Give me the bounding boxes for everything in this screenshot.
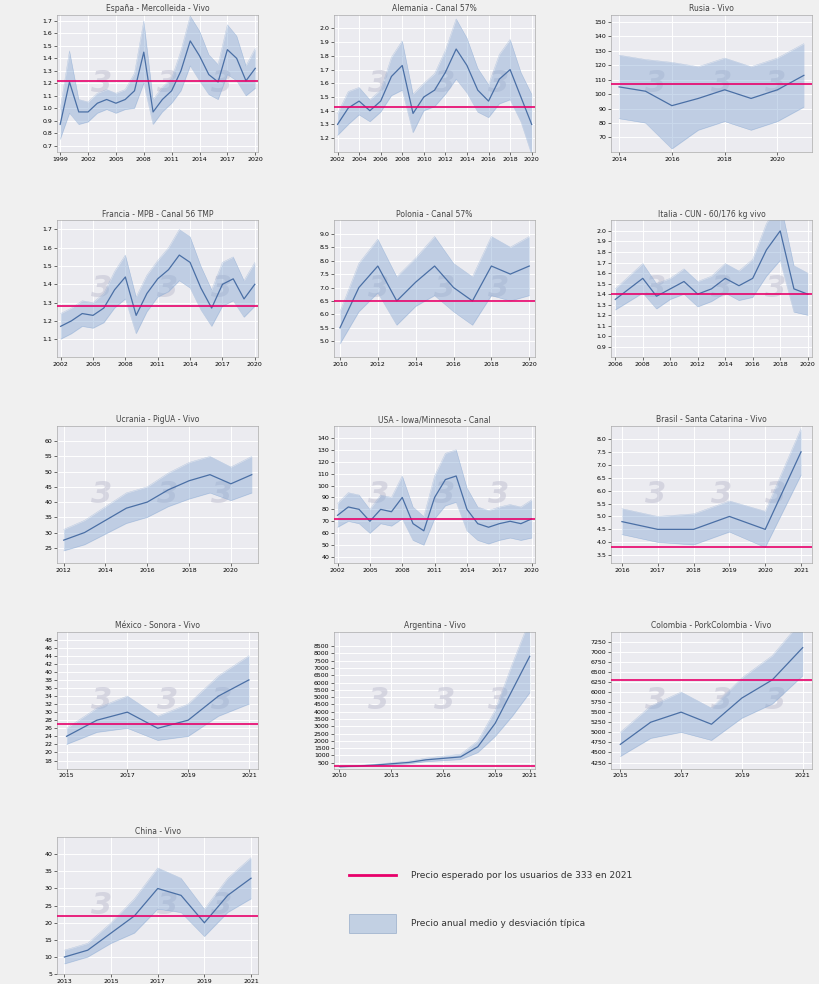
Text: 3: 3: [368, 480, 388, 509]
Title: Brasil - Santa Catarina - Vivo: Brasil - Santa Catarina - Vivo: [655, 415, 766, 424]
Title: Alemania - Canal 57%: Alemania - Canal 57%: [391, 4, 477, 14]
Text: 3: 3: [91, 275, 112, 303]
Text: Precio anual medio y desviación típica: Precio anual medio y desviación típica: [410, 919, 584, 928]
Text: Precio esperado por los usuarios de 333 en 2021: Precio esperado por los usuarios de 333 …: [410, 871, 631, 880]
Text: 3: 3: [487, 686, 509, 714]
Text: 3: 3: [368, 686, 388, 714]
Title: Argentina - Vivo: Argentina - Vivo: [403, 621, 465, 630]
Text: 3: 3: [710, 480, 731, 509]
Text: 3: 3: [644, 275, 665, 303]
Title: Rusia - Vivo: Rusia - Vivo: [688, 4, 733, 14]
Text: 3: 3: [211, 69, 233, 97]
Text: 3: 3: [764, 275, 785, 303]
Text: 3: 3: [368, 275, 388, 303]
Title: Italia - CUN - 60/176 kg vivo: Italia - CUN - 60/176 kg vivo: [657, 210, 764, 218]
Text: 3: 3: [644, 480, 665, 509]
Text: 3: 3: [368, 69, 388, 97]
Text: 3: 3: [433, 686, 455, 714]
Text: 3: 3: [764, 69, 785, 97]
Text: 3: 3: [487, 275, 509, 303]
Title: China - Vivo: China - Vivo: [134, 827, 180, 835]
Text: 3: 3: [91, 69, 112, 97]
Text: 3: 3: [157, 480, 179, 509]
Title: Ucrania - PigUA - Vivo: Ucrania - PigUA - Vivo: [116, 415, 199, 424]
Text: 3: 3: [157, 69, 179, 97]
Text: 3: 3: [710, 686, 731, 714]
Text: 3: 3: [710, 275, 731, 303]
Text: 3: 3: [764, 686, 785, 714]
Text: 3: 3: [433, 275, 455, 303]
Text: 3: 3: [91, 892, 112, 920]
Text: 3: 3: [211, 275, 233, 303]
Text: 3: 3: [211, 892, 233, 920]
Text: 3: 3: [157, 686, 179, 714]
Text: 3: 3: [157, 892, 179, 920]
Text: 3: 3: [644, 69, 665, 97]
Text: 3: 3: [211, 480, 233, 509]
Text: 3: 3: [710, 69, 731, 97]
Text: 3: 3: [764, 480, 785, 509]
Text: 3: 3: [433, 69, 455, 97]
Title: Colombia - PorkColombia - Vivo: Colombia - PorkColombia - Vivo: [650, 621, 771, 630]
Title: México - Sonora - Vivo: México - Sonora - Vivo: [115, 621, 200, 630]
Text: 3: 3: [211, 686, 233, 714]
Text: 3: 3: [487, 480, 509, 509]
Text: 3: 3: [91, 480, 112, 509]
Title: España - Mercolleida - Vivo: España - Mercolleida - Vivo: [106, 4, 210, 14]
Title: USA - Iowa/Minnesota - Canal: USA - Iowa/Minnesota - Canal: [378, 415, 491, 424]
Text: 3: 3: [644, 686, 665, 714]
Title: Francia - MPB - Canal 56 TMP: Francia - MPB - Canal 56 TMP: [102, 210, 213, 218]
Title: Polonia - Canal 57%: Polonia - Canal 57%: [396, 210, 473, 218]
Text: 3: 3: [433, 480, 455, 509]
Text: 3: 3: [487, 69, 509, 97]
Text: 3: 3: [91, 686, 112, 714]
Text: 3: 3: [157, 275, 179, 303]
